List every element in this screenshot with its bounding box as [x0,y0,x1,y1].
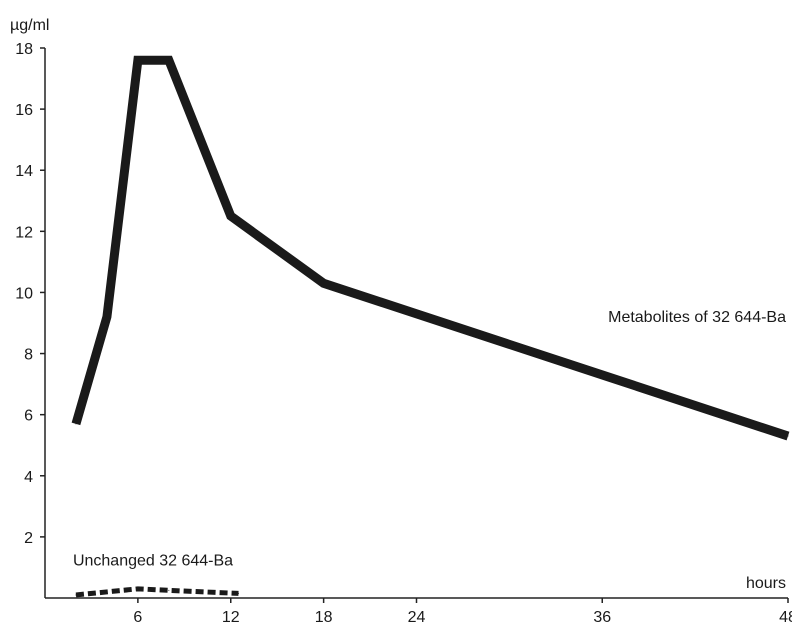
axes-group [40,47,789,603]
x-tick-label: 36 [593,609,611,626]
x-tick-label: 24 [408,609,426,626]
labels-layer: 2468101214161861218243648µg/mlhoursMetab… [10,17,792,626]
y-axis-label: µg/ml [10,17,49,34]
series-line-0 [71,55,790,441]
data-point-0 [137,59,139,61]
y-tick-label: 12 [15,224,33,241]
y-tick-label: 14 [15,163,33,180]
y-tick-label: 2 [24,530,33,547]
y-tick-label: 8 [24,347,33,364]
data-point-1 [168,589,170,591]
data-point-0 [106,316,108,318]
series-label-metabolites: Metabolites of 32 644-Ba [608,309,786,326]
series-layer [71,55,790,598]
data-point-0 [323,282,325,284]
data-point-0 [230,215,232,217]
x-tick-label: 12 [222,609,240,626]
y-tick-label: 6 [24,408,33,425]
x-tick-label: 48 [779,609,792,626]
series-label-unchanged: Unchanged 32 644-Ba [73,552,233,569]
data-point-0 [168,59,170,61]
data-point-1 [237,592,239,594]
data-point-0 [787,435,789,437]
x-tick-label: 18 [315,609,333,626]
y-tick-label: 18 [15,41,33,58]
series-line-1 [75,586,239,598]
y-tick-label: 4 [24,469,33,486]
data-point-1 [137,588,139,590]
y-tick-label: 10 [15,285,33,302]
y-tick-label: 16 [15,102,33,119]
x-tick-label: 6 [133,609,142,626]
data-point-1 [75,594,77,596]
data-point-0 [75,423,77,425]
x-axis-label: hours [746,575,786,592]
